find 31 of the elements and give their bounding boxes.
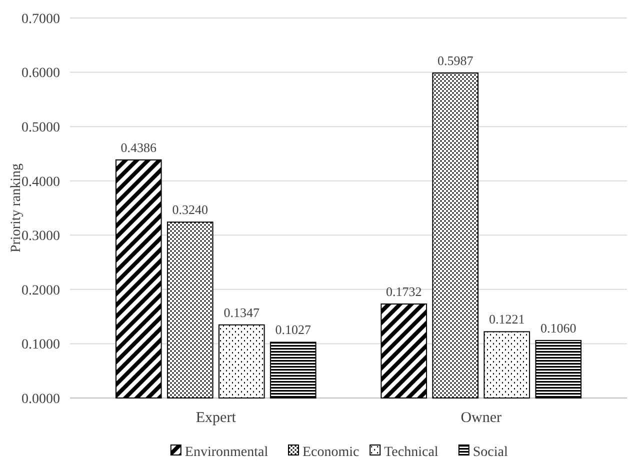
- y-tick-label: 0.3000: [22, 229, 60, 244]
- x-tick-label: Expert: [196, 410, 237, 426]
- data-label: 0.1347: [224, 304, 260, 320]
- bar: [535, 340, 582, 398]
- bar: [270, 342, 316, 398]
- x-tick-label: Owner: [460, 410, 502, 426]
- data-label: 0.1060: [540, 320, 576, 336]
- y-tick-label: 0.4000: [22, 174, 60, 190]
- bar: [115, 159, 162, 398]
- data-label: 0.3240: [172, 202, 208, 218]
- data-label: 0.4386: [120, 140, 157, 155]
- data-label: 0.1027: [275, 322, 312, 338]
- bar: [484, 331, 530, 398]
- legend-label: Economic: [302, 444, 360, 460]
- data-label: 0.1221: [488, 312, 525, 327]
- legend-label: Environmental: [184, 444, 268, 460]
- data-label: 0.1732: [386, 284, 422, 299]
- y-tick-label: 0.6000: [22, 66, 60, 82]
- y-tick-label: 0.2000: [22, 283, 60, 298]
- data-label: 0.5987: [437, 52, 474, 68]
- y-tick-label: 0.7000: [22, 12, 60, 27]
- bar: [432, 72, 479, 398]
- y-tick-label: 0.5000: [22, 120, 60, 136]
- y-tick-label: 0.1000: [22, 338, 60, 353]
- y-tick-label: 0.0000: [22, 392, 60, 407]
- bar: [380, 303, 428, 398]
- legend-label: Technical: [384, 444, 438, 460]
- y-axis-title: Priority ranking: [9, 163, 24, 253]
- bar: [166, 222, 214, 398]
- bar: [218, 324, 265, 398]
- legend-label: Social: [472, 444, 508, 460]
